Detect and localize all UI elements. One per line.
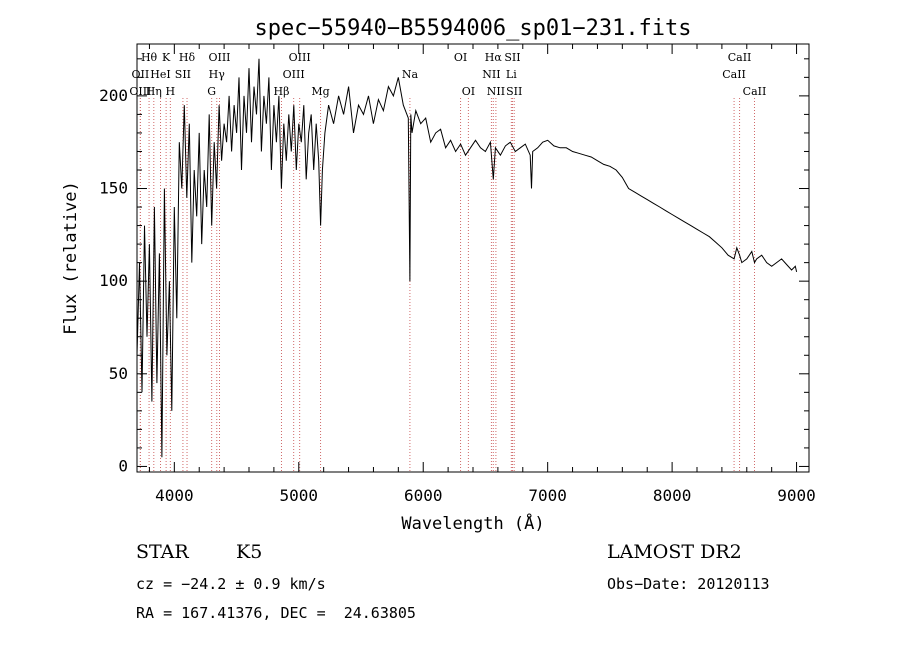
y-tick-label: 0 (118, 456, 128, 475)
x-tick-label: 4000 (155, 486, 194, 505)
x-tick-label: 8000 (653, 486, 692, 505)
line-label-26: SII (506, 85, 522, 98)
line-label-9: OII (132, 68, 150, 81)
line-label-11: SII (175, 68, 191, 81)
line-label-13: OIII (283, 68, 305, 81)
line-label-25: NII (487, 85, 505, 98)
line-label-3: OIII (208, 51, 230, 64)
y-tick-label: 150 (99, 179, 128, 198)
line-label-12: Hγ (209, 68, 226, 81)
y-axis-label: Flux (relative) (61, 181, 81, 335)
line-label-2: Hδ (179, 51, 196, 64)
object-class: STAR (136, 541, 189, 563)
x-tick-label: 9000 (777, 486, 816, 505)
object-subclass: K5 (236, 541, 263, 563)
line-label-4: OIII (289, 51, 311, 64)
line-label-10: HeI (150, 68, 170, 81)
line-label-18: OIII (129, 85, 151, 98)
observation-date: Obs−Date: 20120113 (607, 575, 770, 593)
x-axis-ticks: 4000 5000 6000 7000 8000 9000 (148, 44, 816, 505)
survey-name: LAMOST DR2 (607, 541, 742, 563)
line-label-8: CaII (728, 51, 752, 64)
ra-dec: RA = 167.41376, DEC = 24.63805 (136, 604, 416, 622)
line-label-19: Hη (146, 85, 162, 98)
line-label-17: CaII (722, 68, 746, 81)
redshift-velocity: cz = −24.2 ± 0.9 km/s (136, 575, 326, 593)
spectrum-series (136, 58, 798, 458)
spectral-line-markers (139, 98, 755, 472)
y-tick-label: 100 (99, 271, 128, 290)
line-label-0: Hθ (141, 51, 158, 64)
line-label-15: NII (482, 68, 500, 81)
line-label-1: K (162, 51, 171, 64)
line-label-21: G (207, 85, 216, 98)
x-tick-label: 6000 (404, 486, 443, 505)
line-label-16: Li (506, 68, 517, 81)
line-label-22: Hβ (274, 85, 290, 98)
x-axis-label: Wavelength (Å) (401, 512, 544, 534)
line-label-7: SII (504, 51, 520, 64)
line-label-27: CaII (743, 85, 767, 98)
line-label-6: Hα (485, 51, 503, 64)
x-tick-label: 7000 (528, 486, 567, 505)
line-label-5: OI (454, 51, 467, 64)
line-label-23: Mg (311, 85, 329, 98)
y-tick-label: 50 (109, 364, 128, 383)
line-label-14: Na (402, 68, 419, 81)
line-label-24: OI (462, 85, 475, 98)
y-axis-ticks: 0 50 100 150 200 (99, 58, 809, 475)
line-label-20: H (166, 85, 176, 98)
x-tick-label: 5000 (280, 486, 319, 505)
y-tick-label: 200 (99, 86, 128, 105)
chart-title: spec−55940−B5594006_sp01−231.fits (254, 16, 691, 41)
